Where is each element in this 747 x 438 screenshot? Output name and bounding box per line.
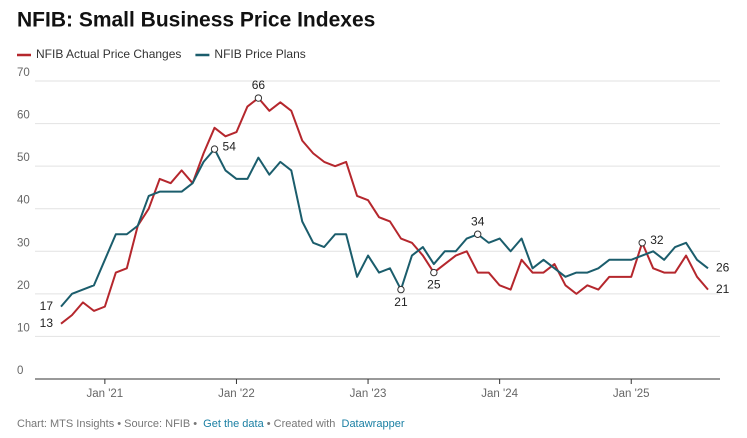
chart: NFIB: Small Business Price Indexes 0 10 20…	[17, 9, 730, 400]
x-tick-label: Jan '22	[218, 388, 255, 400]
y-tick-label: 70	[17, 67, 30, 79]
y-tick-label: 10	[17, 322, 30, 334]
x-tick-label: Jan '23	[350, 388, 387, 400]
highlight-marker	[254, 94, 263, 102]
series-line	[60, 97, 709, 325]
data-label: 25	[427, 278, 441, 292]
data-label: 54	[223, 139, 237, 153]
get-data-link[interactable]: Get the data	[203, 418, 264, 430]
chart-title: NFIB: Small Business Price Indexes	[17, 9, 375, 32]
footer: Chart: MTS Insights • Source: NFIB • Get…	[17, 418, 404, 430]
data-label: 21	[394, 295, 408, 309]
data-label: 17	[40, 299, 54, 313]
highlight-marker	[397, 285, 405, 294]
highlight-marker	[638, 239, 646, 247]
data-label: 26	[716, 260, 730, 274]
y-tick-label: 20	[17, 280, 30, 292]
y-tick-label: 0	[17, 365, 23, 377]
data-label: 34	[471, 214, 485, 228]
highlight-marker	[474, 230, 482, 238]
data-label: 21	[716, 282, 730, 296]
data-label: 32	[650, 233, 664, 247]
footer-created: • Created with	[266, 418, 336, 430]
x-tick-label: Jan '21	[86, 388, 123, 400]
x-tick-label: Jan '25	[613, 388, 650, 400]
legend-label: NFIB Actual Price Changes	[36, 47, 181, 61]
legend-label: NFIB Price Plans	[214, 47, 305, 61]
highlight-marker	[210, 145, 219, 153]
y-tick-label: 40	[17, 195, 30, 207]
data-label: 66	[252, 78, 266, 92]
footer-credit: Chart: MTS Insights • Source: NFIB •	[17, 418, 198, 430]
y-tick-label: 50	[17, 152, 30, 164]
series-line	[60, 148, 709, 308]
datawrapper-link[interactable]: Datawrapper	[341, 418, 405, 430]
data-label: 13	[40, 316, 54, 330]
y-tick-label: 30	[17, 237, 30, 249]
x-tick-label: Jan '24	[481, 388, 518, 400]
highlight-marker	[430, 268, 438, 277]
y-tick-label: 60	[17, 110, 30, 122]
